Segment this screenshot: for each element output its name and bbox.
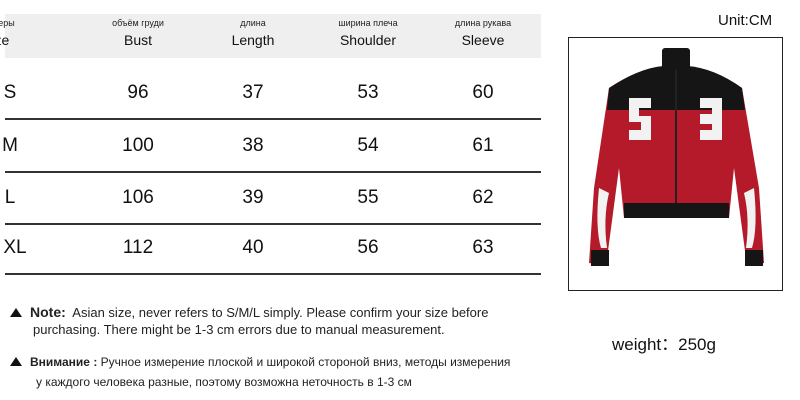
warning-triangle-icon	[10, 308, 22, 317]
table-row: XL 112 40 56 63	[3, 223, 541, 275]
cell-size: S	[3, 82, 17, 103]
table-row: S 96 37 53 60	[4, 68, 541, 120]
cell-size: L	[4, 187, 16, 208]
note-label: Note:	[30, 304, 66, 320]
cell-shoulder: 54	[357, 135, 379, 156]
jacket-illustration	[589, 48, 764, 266]
weight-label: weight：250g	[612, 335, 716, 354]
note-en: Note: Asian size, never refers to S/M/L …	[10, 304, 550, 338]
header-ru: длина	[240, 18, 266, 28]
warning-triangle-icon	[10, 357, 22, 366]
header-en: Size	[0, 32, 10, 48]
unit-label: Unit:CM	[718, 12, 773, 29]
header-length: длина Length	[193, 14, 313, 48]
note-ru: Внимание : Ручное измерение плоской и ши…	[10, 352, 570, 392]
notice-text: Ручное измерение плоской и широкой сторо…	[100, 355, 511, 369]
header-bust: объём груди Bust	[78, 14, 198, 48]
header-en: Shoulder	[339, 32, 397, 48]
cell-sleeve: 62	[472, 187, 494, 208]
header-size: размеры Size	[0, 14, 90, 48]
cell-sleeve: 61	[472, 135, 494, 156]
header-en: Sleeve	[461, 32, 505, 48]
cell-size: XL	[3, 237, 27, 258]
header-shoulder: ширина плеча Shoulder	[308, 14, 428, 48]
cell-shoulder: 56	[357, 237, 379, 258]
cell-length: 37	[242, 82, 264, 103]
header-ru: размеры	[0, 18, 15, 28]
cell-sleeve: 63	[472, 237, 494, 258]
header-ru: объём груди	[112, 18, 164, 28]
jacket-image	[568, 37, 783, 291]
cell-bust: 112	[122, 237, 154, 258]
note-text-2: purchasing. There might be 1-3 cm errors…	[33, 322, 445, 337]
cell-bust: 100	[122, 135, 154, 156]
table-row: M 100 38 54 61	[2, 121, 541, 173]
table-row: L 106 39 55 62	[5, 173, 541, 225]
cell-length: 40	[242, 237, 264, 258]
cell-sleeve: 60	[472, 82, 494, 103]
notice-label: Внимание :	[30, 355, 98, 369]
note-text: Asian size, never refers to S/M/L simply…	[72, 305, 489, 320]
header-en: Bust	[123, 32, 152, 48]
cell-bust: 106	[122, 187, 154, 208]
cell-shoulder: 53	[357, 82, 379, 103]
notice-text-2: у каждого человека разные, поэтому возмо…	[36, 375, 412, 389]
header-ru: ширина плеча	[338, 18, 398, 28]
cell-bust: 96	[127, 82, 149, 103]
cell-shoulder: 55	[357, 187, 379, 208]
cell-length: 38	[242, 135, 264, 156]
cell-size: M	[2, 135, 18, 156]
header-sleeve: длина рукава Sleeve	[423, 14, 543, 48]
header-ru: длина рукава	[454, 18, 512, 28]
header-en: Length	[231, 32, 275, 48]
cell-length: 39	[242, 187, 264, 208]
